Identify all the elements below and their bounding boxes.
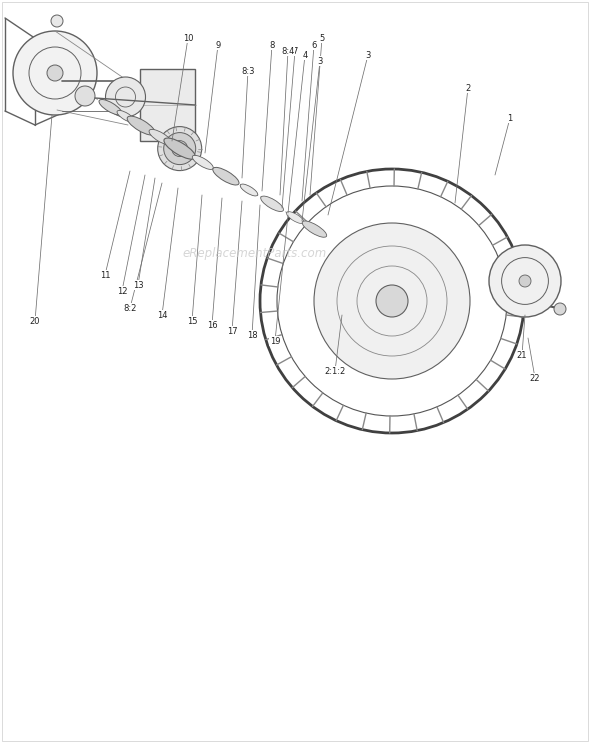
Text: 14: 14 [157, 311, 167, 319]
Text: 19: 19 [270, 337, 280, 345]
Circle shape [519, 275, 531, 287]
Text: 21: 21 [517, 351, 527, 360]
Text: 3: 3 [365, 51, 371, 59]
Text: 8:2: 8:2 [123, 303, 137, 313]
Circle shape [314, 223, 470, 379]
Circle shape [51, 15, 63, 27]
Ellipse shape [127, 116, 155, 135]
Ellipse shape [213, 167, 239, 185]
Circle shape [47, 65, 63, 81]
Text: 12: 12 [117, 287, 127, 296]
Circle shape [260, 169, 524, 433]
Circle shape [172, 140, 188, 157]
Ellipse shape [286, 212, 304, 224]
Circle shape [277, 186, 507, 416]
Circle shape [158, 126, 202, 171]
Text: 15: 15 [187, 317, 197, 325]
Ellipse shape [164, 138, 195, 159]
Text: eReplacementParts.com: eReplacementParts.com [183, 247, 327, 259]
Text: 6: 6 [312, 41, 317, 50]
Ellipse shape [149, 129, 172, 145]
Text: 8:3: 8:3 [241, 67, 255, 76]
Circle shape [13, 31, 97, 115]
Text: 18: 18 [247, 331, 257, 340]
Ellipse shape [192, 155, 214, 169]
Text: 7: 7 [292, 47, 298, 56]
FancyBboxPatch shape [140, 69, 195, 141]
Polygon shape [502, 261, 545, 321]
Ellipse shape [117, 111, 135, 123]
Text: 10: 10 [183, 33, 194, 42]
Text: 3: 3 [317, 56, 323, 65]
Circle shape [489, 245, 561, 317]
Text: 16: 16 [206, 320, 217, 329]
Text: 9: 9 [215, 41, 221, 50]
Text: 4: 4 [302, 51, 307, 59]
Circle shape [325, 261, 345, 281]
Text: 5: 5 [319, 33, 324, 42]
Text: 17: 17 [227, 326, 237, 336]
Circle shape [554, 303, 566, 315]
Text: 8:4: 8:4 [281, 47, 294, 56]
Text: 1: 1 [507, 114, 513, 123]
Text: 11: 11 [100, 270, 110, 279]
Ellipse shape [99, 100, 122, 115]
Ellipse shape [302, 221, 327, 237]
Circle shape [287, 223, 383, 319]
Text: 13: 13 [133, 281, 143, 290]
Circle shape [106, 77, 146, 117]
Text: 20: 20 [30, 317, 40, 325]
Ellipse shape [240, 184, 258, 196]
Circle shape [163, 132, 196, 165]
Text: 22: 22 [530, 374, 540, 383]
Text: 2:1:2: 2:1:2 [324, 366, 346, 375]
Circle shape [75, 86, 95, 106]
Circle shape [376, 285, 408, 317]
Text: 8: 8 [269, 41, 275, 50]
Text: 2: 2 [466, 83, 471, 92]
Ellipse shape [261, 196, 284, 212]
